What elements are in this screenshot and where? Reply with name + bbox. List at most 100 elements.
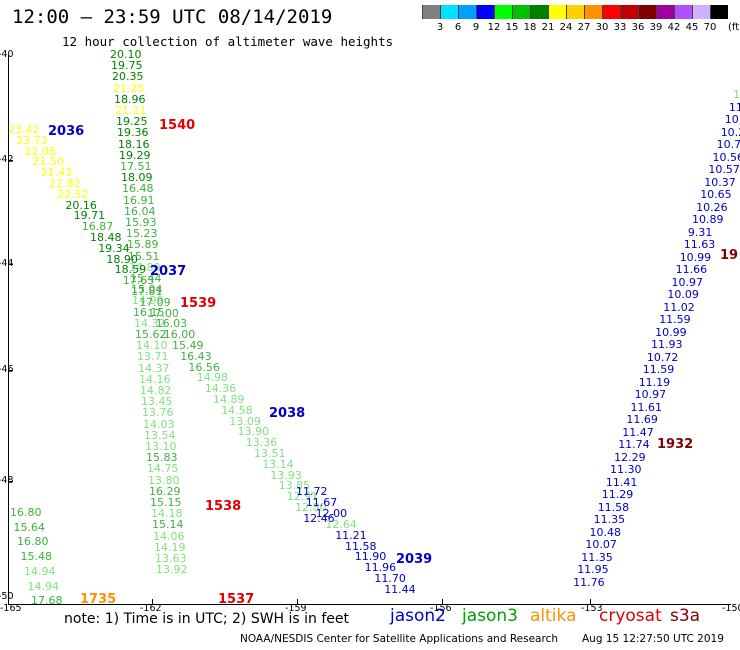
- wave-height-value: 12.91: [286, 490, 319, 504]
- wave-height-value: 14.94: [24, 564, 56, 578]
- wave-height-value: 15.93: [125, 216, 157, 229]
- map-area: [8, 55, 738, 605]
- wave-height-value: 15.23: [126, 227, 158, 241]
- wave-height-value: 16.80: [10, 506, 42, 519]
- wave-height-value: 10.57: [708, 163, 740, 176]
- wave-height-value: 14.58: [221, 403, 253, 417]
- wave-height-value: 11.96: [364, 561, 397, 575]
- wave-height-value: 14.06: [153, 529, 185, 543]
- legend-swatch: [620, 5, 638, 19]
- wave-height-value: 22.52: [57, 187, 89, 201]
- wave-height-value: 11.72: [296, 485, 328, 498]
- x-tick: [297, 599, 298, 605]
- footer-note: note: 1) Time is in UTC; 2) SWH is in fe…: [64, 611, 350, 627]
- wave-height-value: 11.41: [605, 475, 638, 489]
- pass-label: 19: [720, 248, 739, 263]
- wave-height-value: 19.71: [73, 209, 106, 223]
- x-tick: [590, 599, 591, 605]
- wave-height-value: 13.76: [142, 406, 174, 420]
- legend-label: 9: [472, 22, 480, 33]
- wave-height-value: 10.07: [585, 538, 617, 551]
- legend-unit: (ft): [728, 22, 740, 33]
- page-title: 12:00 — 23:59 UTC 08/14/2019: [12, 6, 333, 28]
- wave-height-value: 16.29: [149, 484, 181, 498]
- page-subtitle: 12 hour collection of altimeter wave hei…: [62, 34, 394, 49]
- wave-height-value: 10.56: [712, 150, 740, 164]
- wave-height-value: 14.37: [138, 361, 170, 375]
- legend-label: 12: [487, 22, 501, 33]
- wave-height-value: 11.95: [577, 563, 609, 576]
- pass-label: 1539: [180, 296, 217, 311]
- wave-height-value: 16.87: [81, 220, 114, 234]
- legend-label: 18: [523, 22, 537, 33]
- wave-height-value: 13.85: [278, 479, 311, 493]
- wave-height-value: 13.80: [148, 473, 180, 487]
- mission-s3a: s3a: [670, 606, 701, 626]
- wave-height-value: 20.16: [65, 198, 97, 212]
- y-axis-label: -46: [0, 364, 14, 375]
- legend-swatch: [530, 5, 548, 19]
- wave-height-value: 14.18: [151, 507, 183, 521]
- x-axis-label: -150: [722, 603, 740, 614]
- wave-height-value: 22.06: [24, 144, 56, 158]
- wave-height-value: 14.94: [27, 579, 60, 593]
- y-axis-label: -50: [0, 591, 14, 602]
- wave-height-value: 13.90: [237, 425, 270, 439]
- wave-height-value: 14.16: [139, 372, 171, 386]
- wave-height-value: 23.42: [8, 123, 40, 136]
- legend-label: 30: [595, 22, 609, 33]
- legend-label: 42: [667, 22, 681, 33]
- wave-height-value: 12.29: [614, 450, 646, 464]
- wave-height-value: 10.2: [720, 125, 740, 139]
- wave-height-value: 13.93: [270, 468, 302, 482]
- legend-label: 70: [703, 22, 717, 33]
- legend-label: 39: [649, 22, 663, 33]
- wave-height-value: 10.97: [634, 388, 667, 401]
- wave-height-value: 14.36: [204, 382, 237, 396]
- pass-label: 1932: [657, 437, 694, 452]
- wave-height-value: 19.25: [116, 115, 148, 129]
- x-axis-label: -162: [140, 603, 162, 614]
- wave-height-value: 16.80: [17, 535, 49, 549]
- wave-height-value: 15.83: [146, 451, 178, 465]
- wave-height-value: 18.09: [121, 171, 153, 185]
- legend-swatch: [638, 5, 656, 19]
- x-axis-label: -165: [0, 603, 22, 614]
- wave-height-value: 16.04: [124, 204, 156, 218]
- x-tick: [442, 599, 443, 605]
- wave-height-value: 10.65: [700, 188, 732, 201]
- wave-height-value: 11.58: [597, 500, 630, 514]
- pass-label: 2038: [269, 406, 306, 421]
- wave-height-value: 13.14: [262, 457, 294, 471]
- wave-height-value: 17.51: [120, 160, 152, 173]
- wave-height-value: 13.92: [156, 563, 188, 577]
- y-tick: [8, 370, 13, 371]
- wave-height-value: 15.51: [128, 249, 160, 263]
- legend-label: 33: [613, 22, 627, 33]
- wave-height-value: 10.37: [704, 175, 736, 189]
- wave-height-value: 11.47: [622, 425, 654, 439]
- wave-height-value: 14.98: [196, 371, 229, 385]
- legend-label: 3: [436, 22, 444, 33]
- wave-height-value: 15.15: [150, 496, 182, 509]
- wave-height-value: 14.82: [140, 384, 172, 397]
- legend-swatch: [494, 5, 512, 19]
- wave-height-value: 13.54: [144, 428, 176, 442]
- wave-height-value: 18.59: [114, 263, 147, 277]
- wave-height-value: 13.09: [229, 414, 261, 428]
- wave-height-value: 16.03: [155, 317, 188, 331]
- wave-height-value: 17.68: [31, 594, 63, 608]
- wave-height-value: 13.10: [145, 440, 177, 453]
- wave-height-value: 17.81: [131, 285, 163, 298]
- wave-height-value: 17.00: [147, 306, 179, 320]
- mission-jason3: jason3: [462, 606, 518, 626]
- legend-label: 15: [505, 22, 519, 33]
- wave-height-value: 11.63: [683, 238, 716, 251]
- wave-height-value: 11.93: [651, 338, 683, 351]
- y-axis-label: -40: [0, 49, 14, 60]
- x-tick: [152, 599, 153, 605]
- wave-height-value: 10.89: [692, 213, 724, 226]
- legend-swatch: [710, 5, 728, 19]
- pass-label: 2037: [150, 264, 187, 279]
- pass-label: 2039: [396, 552, 433, 567]
